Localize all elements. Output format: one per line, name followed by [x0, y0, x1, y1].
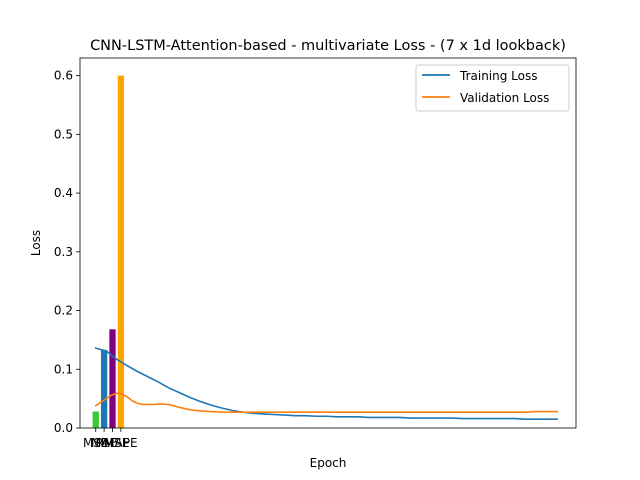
y-tick-label: 0.1 [54, 362, 73, 376]
y-axis-label: Loss [29, 230, 43, 256]
bar-rmse [109, 329, 116, 428]
y-tick-label: 0.0 [54, 421, 73, 435]
legend-box [415, 64, 570, 112]
y-tick-label: 0.5 [54, 127, 73, 141]
axes-frame [79, 57, 577, 429]
x-tick-label-mae: MAE [91, 436, 117, 450]
chart-title: CNN-LSTM-Attention-based - multivariate … [90, 38, 566, 54]
y-tick-label: 0.4 [54, 186, 73, 200]
series-line-training-loss [94, 347, 558, 420]
bar-mae [100, 349, 108, 428]
plot-area [92, 75, 558, 428]
legend: Training Loss Validation Loss [415, 64, 570, 112]
x-tick-label-mse: MSE [83, 436, 109, 450]
bar-mape [117, 75, 125, 428]
x-axis-label: Epoch [310, 456, 347, 470]
x-tick-label-rmse: RMSE [96, 436, 130, 450]
y-tick-label: 0.2 [54, 304, 73, 318]
legend-entry-training-loss: Training Loss [459, 69, 537, 83]
x-tick-label-mape: MAPE [104, 436, 137, 450]
y-tick-label: 0.3 [54, 245, 73, 259]
y-axis: 0.0 0.1 0.2 0.3 0.4 0.5 0.6 [54, 69, 80, 435]
bar-mse [92, 411, 99, 428]
series-line-validation-loss [94, 392, 558, 413]
y-tick-label: 0.6 [54, 69, 73, 83]
legend-entry-validation-loss: Validation Loss [460, 91, 549, 105]
